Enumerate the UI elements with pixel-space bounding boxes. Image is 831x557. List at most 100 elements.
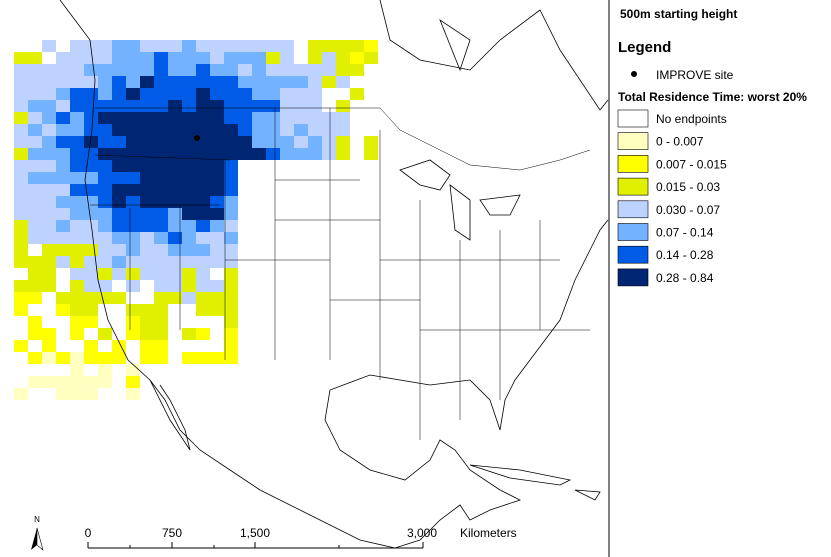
grid-cell bbox=[224, 160, 238, 172]
grid-cell bbox=[224, 88, 238, 100]
grid-cell bbox=[224, 292, 238, 304]
grid-cell bbox=[112, 76, 126, 88]
legend-swatch bbox=[617, 155, 649, 173]
grid-cell bbox=[168, 124, 182, 136]
grid-cell bbox=[14, 136, 28, 148]
grid-cell bbox=[126, 172, 140, 184]
grid-cell bbox=[42, 352, 56, 364]
grid-cell bbox=[238, 112, 252, 124]
grid-cell bbox=[280, 40, 294, 52]
grid-cell bbox=[84, 100, 98, 112]
grid-cell bbox=[126, 256, 140, 268]
grid-cell bbox=[224, 352, 238, 364]
grid-cell bbox=[196, 172, 210, 184]
grid-cell bbox=[336, 52, 350, 64]
grid-cell bbox=[168, 64, 182, 76]
grid-cell bbox=[28, 76, 42, 88]
grid-cell bbox=[56, 88, 70, 100]
grid-cell bbox=[126, 376, 140, 388]
north-label: N bbox=[34, 515, 40, 524]
us-canada-border bbox=[95, 107, 591, 171]
grid-cell bbox=[364, 52, 378, 64]
grid-cell bbox=[224, 328, 238, 340]
grid-cell bbox=[98, 148, 112, 160]
grid-cell bbox=[98, 88, 112, 100]
grid-cell bbox=[14, 64, 28, 76]
grid-cell bbox=[294, 76, 308, 88]
grid-cell bbox=[210, 352, 224, 364]
grid-cell bbox=[336, 100, 350, 112]
grid-cell bbox=[126, 304, 140, 316]
grid-cell bbox=[56, 388, 70, 400]
grid-cell bbox=[196, 244, 210, 256]
grid-cell bbox=[70, 352, 84, 364]
grid-cell bbox=[196, 184, 210, 196]
grid-cell bbox=[322, 76, 336, 88]
grid-cell bbox=[126, 208, 140, 220]
grid-cell bbox=[294, 112, 308, 124]
grid-cell bbox=[70, 88, 84, 100]
grid-cell bbox=[28, 280, 42, 292]
grid-cell bbox=[154, 280, 168, 292]
grid-cell bbox=[168, 40, 182, 52]
grid-cell bbox=[70, 328, 84, 340]
grid-cell bbox=[350, 40, 364, 52]
grid-cell bbox=[224, 172, 238, 184]
grid-cell bbox=[84, 220, 98, 232]
grid-cell bbox=[252, 136, 266, 148]
grid-cell bbox=[112, 352, 126, 364]
grid-cell bbox=[126, 40, 140, 52]
grid-cell bbox=[56, 100, 70, 112]
grid-cell bbox=[70, 292, 84, 304]
grid-cell bbox=[42, 376, 56, 388]
grid-cell bbox=[154, 148, 168, 160]
grid-cell bbox=[126, 316, 140, 328]
grid-cell bbox=[140, 184, 154, 196]
grid-cell bbox=[182, 280, 196, 292]
grid-cell bbox=[14, 280, 28, 292]
grid-cell bbox=[84, 76, 98, 88]
grid-cell bbox=[28, 292, 42, 304]
grid-cell bbox=[28, 52, 42, 64]
grid-cell bbox=[28, 148, 42, 160]
grid-cell bbox=[28, 88, 42, 100]
grid-cell bbox=[140, 40, 154, 52]
grid-cell bbox=[126, 100, 140, 112]
grid-cell bbox=[224, 64, 238, 76]
grid-cell bbox=[84, 136, 98, 148]
grid-cell bbox=[84, 88, 98, 100]
grid-cell bbox=[14, 256, 28, 268]
site-symbol bbox=[631, 71, 637, 77]
state-lines bbox=[90, 108, 590, 440]
grid-cell bbox=[140, 160, 154, 172]
grid-cell bbox=[42, 220, 56, 232]
grid-cell bbox=[224, 304, 238, 316]
grid-cell bbox=[98, 328, 112, 340]
grid-cell bbox=[154, 184, 168, 196]
grid-cell bbox=[140, 256, 154, 268]
grid-cell bbox=[196, 232, 210, 244]
grid-cell bbox=[42, 340, 56, 352]
grid-cell bbox=[308, 40, 322, 52]
grid-cell bbox=[42, 244, 56, 256]
grid-cell bbox=[210, 208, 224, 220]
grid-cell bbox=[112, 184, 126, 196]
grid-cell bbox=[182, 160, 196, 172]
grid-cell bbox=[126, 112, 140, 124]
grid-cell bbox=[42, 280, 56, 292]
grid-cell bbox=[14, 232, 28, 244]
grid-cell bbox=[350, 88, 364, 100]
grid-cell bbox=[14, 172, 28, 184]
grid-cell bbox=[28, 316, 42, 328]
grid-cell bbox=[210, 244, 224, 256]
grid-cell bbox=[336, 76, 350, 88]
grid-cell bbox=[112, 100, 126, 112]
grid-cell bbox=[28, 172, 42, 184]
scale-label: 0 bbox=[85, 526, 92, 540]
grid-cell bbox=[98, 232, 112, 244]
grid-cell bbox=[112, 148, 126, 160]
grid-cell bbox=[56, 112, 70, 124]
grid-cell bbox=[112, 196, 126, 208]
grid-cell bbox=[280, 88, 294, 100]
grid-cell bbox=[322, 112, 336, 124]
